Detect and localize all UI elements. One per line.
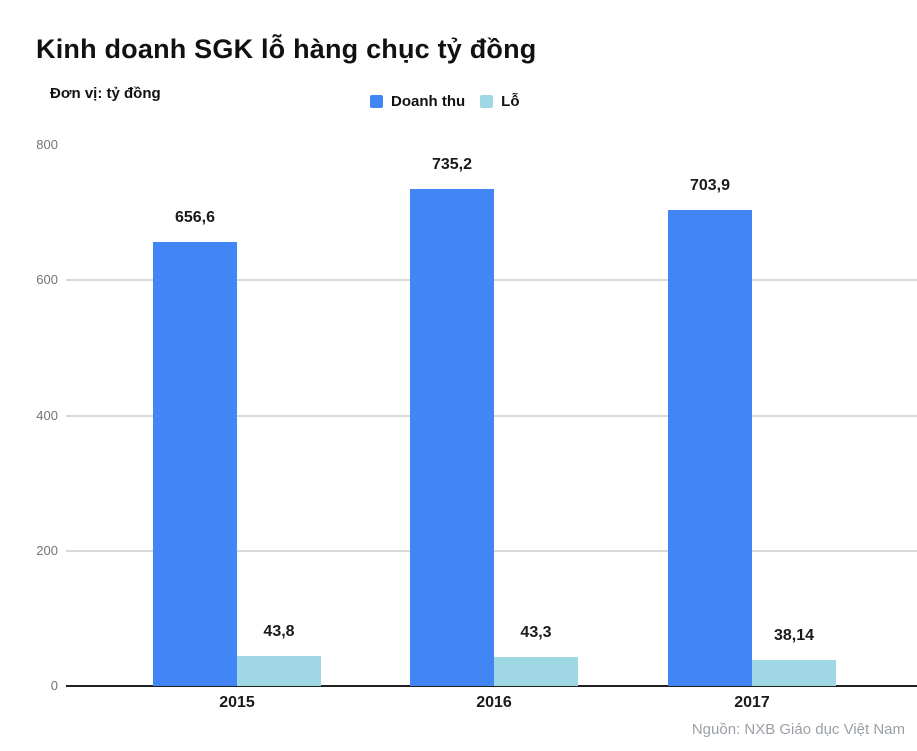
chart-title: Kinh doanh SGK lỗ hàng chục tỷ đồng xyxy=(36,34,537,64)
legend-label-doanh-thu: Doanh thu xyxy=(391,93,466,110)
unit-label: Đơn vị: tỷ đồng xyxy=(50,85,161,102)
legend: Doanh thu Lỗ xyxy=(370,93,519,110)
bar-lo-2016 xyxy=(494,656,578,686)
bar-value-label-lo-2017: 38,14 xyxy=(773,627,815,645)
bar-value-label-doanh-thu-2017: 703,9 xyxy=(689,176,731,194)
y-tick-label-400: 400 xyxy=(36,407,58,423)
bar-lo-2017 xyxy=(752,660,836,686)
bar-value-label-doanh-thu-2015: 656,6 xyxy=(174,208,216,226)
source-credit: Nguồn: NXB Giáo dục Việt Nam xyxy=(691,721,905,738)
legend-swatch-lo xyxy=(480,95,494,108)
legend-swatch-doanh-thu xyxy=(370,95,383,108)
x-tick-label-2017: 2017 xyxy=(734,694,770,711)
y-tick-label-0: 0 xyxy=(50,678,58,693)
bar-doanh-thu-2017 xyxy=(668,209,752,686)
legend-item-doanh-thu: Doanh thu xyxy=(370,93,465,110)
legend-item-lo: Lỗ xyxy=(480,93,519,110)
legend-label-lo: Lỗ xyxy=(501,93,520,110)
y-tick-label-200: 200 xyxy=(36,542,58,558)
bar-lo-2015 xyxy=(237,656,321,686)
bar-doanh-thu-2015 xyxy=(153,241,237,686)
bar-doanh-thu-2016 xyxy=(410,188,494,686)
bar-value-label-lo-2015: 43,8 xyxy=(263,623,295,641)
x-tick-label-2016: 2016 xyxy=(476,694,512,711)
bar-value-label-doanh-thu-2016: 735,2 xyxy=(431,155,473,173)
x-tick-label-2015: 2015 xyxy=(219,694,255,711)
y-tick-label-600: 600 xyxy=(36,272,58,288)
x-axis-baseline xyxy=(66,685,917,687)
bar-value-label-lo-2016: 43,3 xyxy=(520,623,552,641)
y-tick-label-800: 800 xyxy=(36,137,58,152)
